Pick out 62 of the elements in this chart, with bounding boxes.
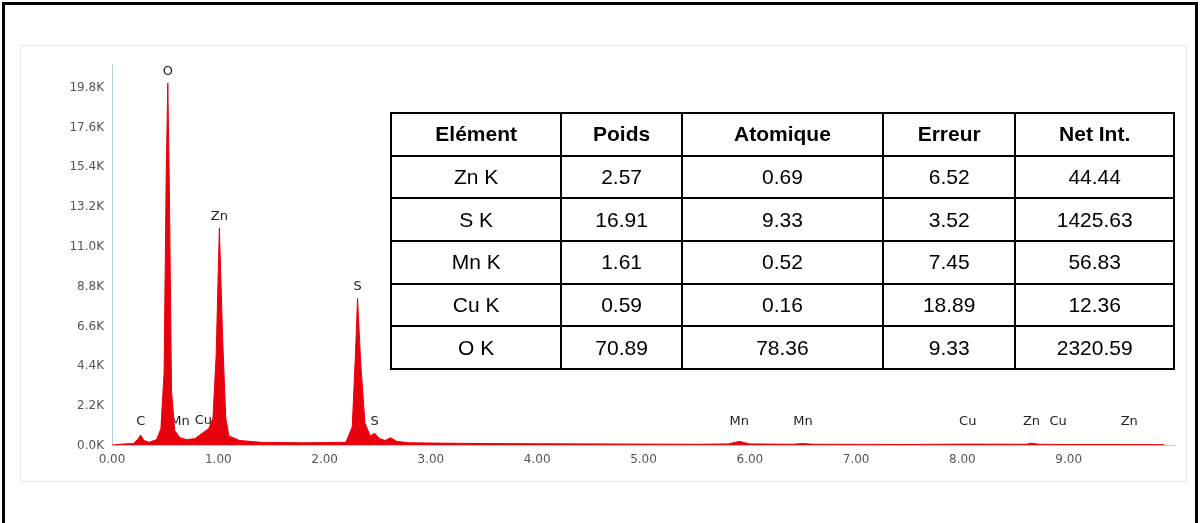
data-label: 78.36 — [681, 326, 883, 369]
data-label: 0.59 — [561, 283, 682, 327]
text: Elément — [391, 113, 562, 156]
category-label: Cu K — [391, 283, 562, 327]
annotation: Cu — [1049, 413, 1067, 428]
text: Net Int. — [1015, 113, 1174, 156]
annotation: S — [353, 278, 362, 294]
x-tick-label: 3.00 — [417, 452, 445, 466]
annotation: Zn — [1022, 413, 1041, 428]
x-tick-label: 6.00 — [736, 452, 764, 466]
category-label: S K — [391, 198, 562, 241]
data-label: 2320.59 — [1015, 326, 1174, 369]
y-tick-label: 19.8K — [69, 79, 106, 94]
y-tick-label: 4.4K — [77, 358, 106, 373]
annotation: Mn — [729, 413, 749, 428]
annotation: O — [162, 63, 173, 79]
x-tick-label: 5.00 — [630, 452, 657, 466]
x-tick-label: 1.00 — [204, 452, 232, 466]
data-label: 0.69 — [681, 155, 883, 199]
annotation: Mn — [793, 413, 813, 428]
annotation: Cu — [194, 412, 213, 428]
data-label: 1.61 — [561, 240, 682, 284]
y-tick-label: 13.2K — [69, 199, 106, 214]
data-label: 70.89 — [561, 326, 682, 369]
x-tick-label: 0.00 — [98, 452, 126, 466]
data-label: 0.16 — [681, 283, 883, 327]
y-tick-label: 17.6K — [69, 119, 106, 134]
data-label: 9.33 — [681, 198, 883, 241]
data-label: 56.83 — [1015, 240, 1174, 284]
data-label: 44.44 — [1015, 155, 1174, 199]
annotation: Cu — [959, 413, 977, 428]
data-label: 6.52 — [883, 155, 1016, 199]
data-label: 9.33 — [883, 326, 1016, 369]
category-label: O K — [391, 326, 562, 369]
y-tick-label: 11.0K — [69, 238, 106, 253]
data-label: 0.52 — [681, 240, 883, 284]
annotation: S — [370, 413, 379, 428]
x-tick-label: 8.00 — [949, 452, 976, 466]
y-tick-label: 15.4K — [69, 159, 106, 174]
data-label: 1425.63 — [1015, 198, 1174, 241]
x-tick-label: 9.00 — [1055, 452, 1083, 466]
category-label: Mn K — [391, 240, 562, 284]
data-label: 18.89 — [883, 283, 1016, 327]
x-tick-label: 4.00 — [523, 452, 551, 466]
y-tick-label: 6.6K — [77, 318, 106, 333]
text: Erreur — [883, 113, 1016, 156]
annotation: Zn — [210, 207, 228, 223]
y-tick-label: 8.8K — [77, 278, 106, 293]
y-tick-label: 0.0K — [77, 438, 106, 452]
annotation: C — [136, 413, 146, 428]
data-label: 16.91 — [561, 198, 682, 241]
data-label: 12.36 — [1015, 283, 1174, 327]
data-label: 7.45 — [883, 240, 1016, 284]
text: Atomique — [681, 113, 883, 156]
y-tick-label: 2.2K — [77, 398, 106, 413]
x-tick-label: 2.00 — [311, 452, 338, 466]
data-label: 2.57 — [561, 155, 682, 199]
category-label: Zn K — [391, 155, 562, 199]
series-label: Poids — [561, 113, 682, 156]
x-tick-label: 7.00 — [842, 452, 870, 466]
data-label: 3.52 — [883, 198, 1016, 241]
annotation: Zn — [1120, 413, 1138, 428]
